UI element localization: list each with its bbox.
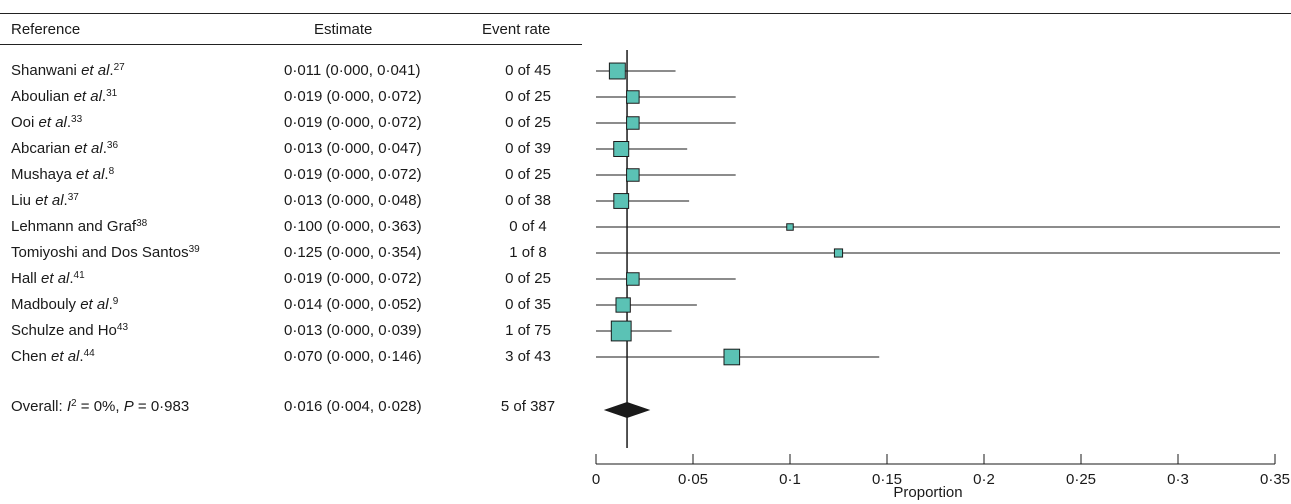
study-row: Abcarian et al.36 0·013 (0·000, 0·047) 0 o… <box>0 140 600 164</box>
estimate-box <box>613 193 630 209</box>
study-estimate: 0·019 (0·000, 0·072) <box>284 270 422 287</box>
study-event-rate: 3 of 43 <box>505 348 551 365</box>
study-event-rate: 0 of 4 <box>509 218 547 235</box>
study-reference: Madbouly et al.9 <box>11 296 119 313</box>
study-reference: Ooi et al.33 <box>11 114 83 131</box>
study-estimate: 0·019 (0·000, 0·072) <box>284 114 422 131</box>
overall-estimate: 0·016 (0·004, 0·028) <box>284 398 422 415</box>
study-row: Ooi et al.33 0·019 (0·000, 0·072) 0 of 25 <box>0 114 600 138</box>
estimate-box <box>613 141 630 157</box>
study-estimate: 0·013 (0·000, 0·048) <box>284 192 422 209</box>
estimate-box <box>626 90 640 104</box>
estimate-box <box>610 320 632 342</box>
overall-event-rate: 5 of 387 <box>500 398 556 415</box>
header-event-rate: Event rate <box>482 21 551 38</box>
study-event-rate: 1 of 8 <box>509 244 547 261</box>
study-row: Hall et al.41 0·019 (0·000, 0·072) 0 of 25 <box>0 270 600 294</box>
x-tick-label: 0·2 <box>973 471 995 488</box>
study-event-rate: 0 of 38 <box>505 192 551 209</box>
study-reference: Lehmann and Graf38 <box>11 218 148 235</box>
top-rule <box>0 13 1291 14</box>
study-estimate: 0·019 (0·000, 0·072) <box>284 166 422 183</box>
study-event-rate: 0 of 39 <box>505 140 551 157</box>
study-reference: Abcarian et al.36 <box>11 140 119 157</box>
study-reference: Schulze and Ho43 <box>11 322 129 339</box>
x-tick-label: 0·05 <box>678 471 708 488</box>
estimate-box <box>786 223 794 231</box>
study-row: Aboulian et al.31 0·019 (0·000, 0·072) 0 o… <box>0 88 600 112</box>
x-tick-label: 0·25 <box>1066 471 1096 488</box>
study-reference: Aboulian et al.31 <box>11 88 118 105</box>
study-estimate: 0·019 (0·000, 0·072) <box>284 88 422 105</box>
study-event-rate: 0 of 45 <box>505 62 551 79</box>
header-estimate: Estimate <box>314 21 373 38</box>
study-estimate: 0·011 (0·000, 0·041) <box>284 62 421 79</box>
estimate-box <box>615 297 631 313</box>
study-estimate: 0·013 (0·000, 0·039) <box>284 322 422 339</box>
study-row: Madbouly et al.9 0·014 (0·000, 0·052) 0 of… <box>0 296 600 320</box>
study-row: Shanwani et al.27 0·011 (0·000, 0·041) 0 o… <box>0 62 600 86</box>
study-estimate: 0·100 (0·000, 0·363) <box>284 218 422 235</box>
study-row: Liu et al.37 0·013 (0·000, 0·048) 0 of 38 <box>0 192 600 216</box>
overall-row: Overall: I2 = 0%, P = 0·983 0·016 (0·004… <box>0 398 600 422</box>
study-event-rate: 0 of 25 <box>505 114 551 131</box>
study-reference: Liu et al.37 <box>11 192 79 209</box>
x-tick-label: 0 <box>592 471 600 488</box>
x-tick-label: 0·3 <box>1167 471 1189 488</box>
x-tick-label: 0·35 <box>1260 471 1290 488</box>
x-tick-label: 0·15 <box>872 471 902 488</box>
study-row: Mushaya et al.8 0·019 (0·000, 0·072) 0 of … <box>0 166 600 190</box>
estimate-box <box>723 348 741 366</box>
study-estimate: 0·125 (0·000, 0·354) <box>284 244 422 261</box>
study-reference: Chen et al.44 <box>11 348 95 365</box>
study-estimate: 0·014 (0·000, 0·052) <box>284 296 422 313</box>
study-row: Chen et al.44 0·070 (0·000, 0·146) 3 of 43 <box>0 348 600 372</box>
study-event-rate: 0 of 35 <box>505 296 551 313</box>
study-event-rate: 1 of 75 <box>505 322 551 339</box>
study-event-rate: 0 of 25 <box>505 166 551 183</box>
estimate-box <box>608 62 626 80</box>
x-tick-label: 0·1 <box>779 471 801 488</box>
estimate-box <box>833 248 844 258</box>
study-event-rate: 0 of 25 <box>505 88 551 105</box>
study-reference: Tomiyoshi and Dos Santos39 <box>11 244 200 261</box>
header-rule <box>0 44 582 45</box>
study-reference: Mushaya et al.8 <box>11 166 115 183</box>
study-estimate: 0·070 (0·000, 0·146) <box>284 348 422 365</box>
x-axis-label: Proportion <box>893 484 962 501</box>
study-event-rate: 0 of 25 <box>505 270 551 287</box>
overall-diamond <box>603 402 651 418</box>
study-row: Tomiyoshi and Dos Santos39 0·125 (0·000, … <box>0 244 600 268</box>
study-estimate: 0·013 (0·000, 0·047) <box>284 140 422 157</box>
study-reference: Shanwani et al.27 <box>11 62 125 79</box>
header-reference: Reference <box>11 21 81 38</box>
study-reference: Hall et al.41 <box>11 270 85 287</box>
estimate-box <box>626 116 640 130</box>
estimate-box <box>626 168 640 182</box>
study-row: Schulze and Ho43 0·013 (0·000, 0·039) 1 of… <box>0 322 600 346</box>
overall-label: Overall: I2 = 0%, P = 0·983 <box>11 398 190 415</box>
estimate-box <box>626 272 640 286</box>
study-row: Lehmann and Graf38 0·100 (0·000, 0·363) 0 … <box>0 218 600 242</box>
